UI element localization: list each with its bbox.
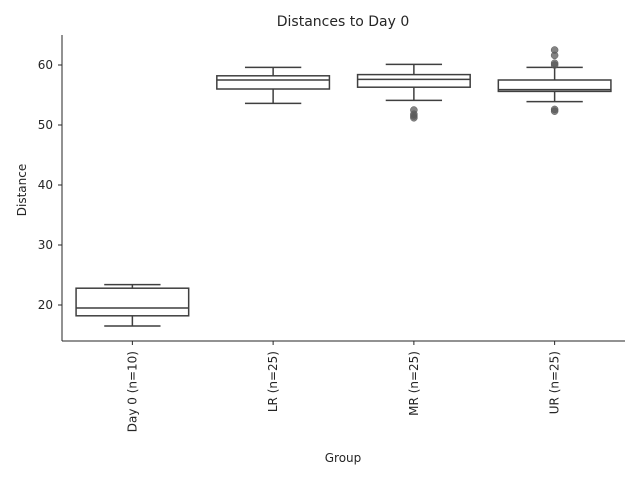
iqr-box: [497, 79, 612, 93]
outlier-point: [410, 114, 418, 122]
box-group: [497, 46, 612, 115]
y-tick-label: 50: [38, 118, 53, 132]
boxes: [75, 46, 612, 327]
y-ticks: 20 30 40 50 60: [38, 58, 62, 312]
y-tick-label: 20: [38, 298, 53, 312]
x-ticks: Day 0 (n=10) LR (n=25) MR (n=25) UR (n=25): [125, 341, 562, 432]
iqr-box: [216, 75, 331, 90]
y-axis-label: Distance: [15, 164, 29, 216]
x-axis-label: Group: [325, 451, 362, 465]
iqr-box: [356, 73, 471, 88]
y-tick-label: 30: [38, 238, 53, 252]
outlier-point: [550, 51, 559, 60]
box-group: [216, 66, 331, 105]
y-tick-label: 40: [38, 178, 53, 192]
box-group: [356, 63, 471, 122]
y-tick-label: 60: [38, 58, 53, 72]
outlier-point: [550, 107, 559, 115]
x-tick-label: MR (n=25): [407, 351, 421, 416]
x-tick-label: Day 0 (n=10): [125, 351, 139, 432]
box-group: [75, 283, 190, 327]
x-tick-label: LR (n=25): [266, 351, 280, 412]
x-tick-label: UR (n=25): [548, 351, 562, 414]
iqr-box: [75, 287, 190, 317]
outlier-point: [550, 61, 559, 69]
chart-title: Distances to Day 0: [277, 14, 409, 30]
